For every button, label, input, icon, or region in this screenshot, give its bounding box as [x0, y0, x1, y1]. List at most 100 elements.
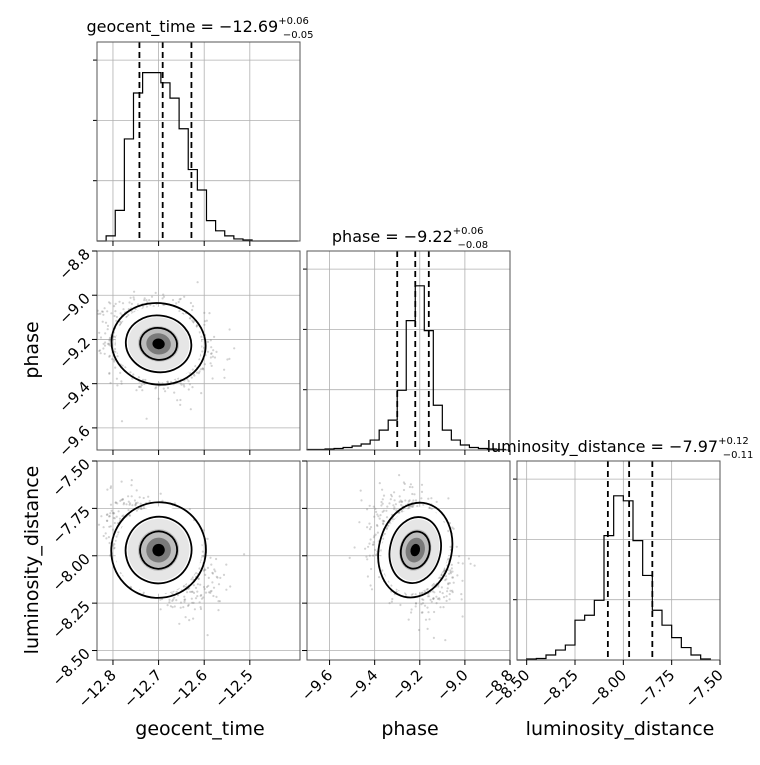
scatter-point [381, 569, 384, 572]
scatter-point [393, 499, 396, 502]
scatter-point [190, 590, 193, 593]
scatter-point [104, 321, 108, 324]
contour-1-2 [139, 530, 179, 570]
scatter-point [455, 545, 458, 548]
scatter-point [391, 597, 394, 601]
scatter-point [199, 368, 202, 371]
scatter-point [193, 320, 196, 323]
scatter-point [408, 499, 411, 502]
scatter-point [412, 499, 415, 502]
scatter-point [115, 515, 118, 518]
scatter-point [203, 323, 206, 326]
ytick-label-luminosity_distance-3: −7.75 [49, 502, 94, 547]
scatter-point [423, 604, 427, 607]
scatter-point [429, 598, 432, 602]
scatter-point [467, 557, 470, 560]
scatter-point [122, 308, 125, 311]
scatter-point [114, 501, 117, 504]
scatter-point [198, 601, 201, 604]
scatter-point [414, 602, 418, 605]
scatter-point [445, 595, 448, 598]
scatter-point [214, 570, 217, 573]
pair-frame-0 [96, 250, 301, 451]
scatter-point [416, 505, 419, 508]
scatter-point [438, 590, 442, 594]
scatter-point [179, 403, 182, 406]
scatter-point [128, 514, 132, 517]
scatter-point [182, 606, 185, 609]
scatter-point [94, 548, 96, 550]
scatter-point [130, 495, 133, 498]
scatter-point [113, 314, 116, 318]
scatter-point [179, 382, 182, 385]
scatter-point [137, 507, 140, 510]
scatter-point [414, 593, 417, 596]
scatter-point [147, 495, 150, 498]
scatter-point [414, 605, 417, 608]
scatter-point [382, 523, 385, 526]
scatter-point [373, 515, 376, 518]
scatter-point [94, 335, 96, 337]
scatter-point [233, 347, 236, 350]
scatter-point [398, 500, 401, 504]
scatter-point [149, 303, 152, 306]
scatter-point [108, 371, 111, 375]
scatter-point [159, 608, 162, 611]
scatter-point [184, 598, 187, 601]
scatter-point [433, 591, 436, 594]
scatter-point [120, 498, 123, 501]
hist-frame-geocent_time [96, 41, 301, 242]
scatter-point [398, 495, 401, 498]
scatter-point [187, 603, 190, 607]
scatter-point [130, 302, 133, 305]
scatter-point [166, 380, 169, 383]
scatter-point [108, 354, 111, 357]
scatter-point [420, 603, 423, 606]
scatter-point [426, 606, 429, 609]
scatter-point [206, 340, 210, 343]
scatter-point [390, 495, 393, 498]
scatter-point [410, 611, 413, 614]
scatter-point [172, 598, 175, 601]
scatter-point [119, 312, 122, 315]
scatter-point [393, 508, 396, 511]
scatter-point [444, 579, 447, 582]
scatter-point [192, 601, 195, 605]
scatter-point [451, 589, 454, 592]
scatter-point [183, 600, 186, 603]
scatter-point [395, 590, 398, 593]
scatter-point [460, 598, 463, 601]
scatter-point [197, 577, 200, 581]
scatter-point [102, 534, 105, 538]
scatter-point [171, 606, 174, 609]
scatter-point [190, 597, 193, 600]
scatter-point [447, 582, 450, 585]
scatter-point [458, 555, 461, 558]
scatter-point [217, 600, 220, 603]
scatter-point [211, 355, 214, 358]
scatter-point [127, 500, 130, 503]
scatter-point [185, 585, 188, 588]
scatter-point [82, 372, 84, 374]
scatter-point [398, 474, 401, 477]
scatter-point [385, 516, 389, 519]
scatter-point [169, 605, 172, 608]
scatter-point [102, 342, 105, 345]
scatter-point [382, 520, 385, 523]
scatter-point [183, 595, 186, 598]
scatter-point [120, 380, 123, 383]
scatter-point [106, 310, 109, 313]
pair-panel-geocent_time-luminosity_distance [94, 460, 301, 661]
scatter-point [375, 553, 378, 556]
scatter-point [101, 320, 104, 323]
scatter-point [183, 385, 186, 388]
scatter-point [210, 589, 213, 593]
scatter-point [171, 592, 174, 595]
scatter-point [178, 622, 181, 625]
scatter-point [210, 346, 213, 349]
scatter-point [132, 296, 135, 299]
scatter-point [202, 585, 206, 589]
scatter-point [101, 310, 104, 313]
title-phase-value: phase = −9.22 [332, 227, 453, 246]
scatter-point [140, 507, 143, 511]
